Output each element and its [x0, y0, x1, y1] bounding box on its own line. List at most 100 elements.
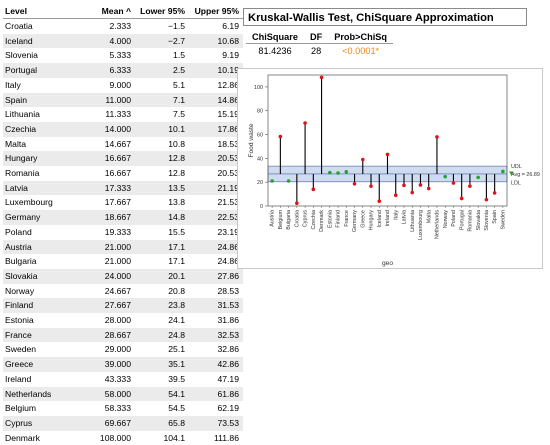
mean-point [418, 183, 423, 187]
table-row[interactable]: Denmark 108.000 104.1 111.86 [3, 431, 243, 445]
x-tick-label: Cyprus [303, 210, 309, 227]
mean-point [435, 135, 439, 139]
cell-level: Norway [5, 285, 35, 296]
cell-upper: 61.86 [217, 388, 239, 399]
table-row[interactable]: Portugal 6.333 2.5 10.19 [3, 63, 243, 78]
cell-lower: 17.1 [168, 241, 185, 252]
cell-lower: 7.1 [173, 94, 185, 105]
mean-point [369, 184, 373, 188]
cell-level: Belgium [5, 403, 37, 414]
table-row[interactable]: Hungary 16.667 12.8 20.53 [3, 151, 243, 167]
x-tick-label: Ireland [385, 210, 391, 226]
y-tick-label: 0 [260, 204, 263, 210]
table-row[interactable]: Iceland 4.000 −2.7 10.68 [3, 33, 243, 49]
col-mean[interactable]: Mean ^ [87, 3, 135, 19]
cell-level: Iceland [5, 35, 33, 46]
y-tick-label: 100 [254, 85, 263, 91]
table-row[interactable]: Sweden 29.000 25.1 32.86 [3, 342, 243, 357]
cell-upper: 24.86 [217, 241, 239, 252]
table-row[interactable]: Belgium 58.333 54.5 62.19 [3, 401, 243, 416]
col-upper[interactable]: Upper 95% [189, 3, 243, 19]
cell-mean: 11.000 [105, 94, 131, 105]
cell-level: Malta [5, 138, 27, 149]
table-row[interactable]: Greece 39.000 35.1 42.86 [3, 357, 243, 372]
table-row[interactable]: Malta 14.667 10.8 18.53 [3, 137, 243, 152]
cell-upper: 18.53 [217, 138, 239, 149]
table-row[interactable]: Lithuania 11.333 7.5 15.19 [3, 107, 243, 122]
cell-upper: 21.53 [217, 197, 239, 208]
mean-point [360, 157, 365, 162]
cell-level: Luxembourg [5, 197, 53, 208]
avg-marker [509, 171, 514, 175]
cell-lower: 15.5 [168, 226, 185, 237]
cell-lower: 24.1 [168, 315, 185, 326]
cell-upper: 17.86 [217, 123, 239, 134]
mean-point [492, 191, 497, 195]
cell-level: Portugal [5, 65, 38, 76]
table-row[interactable]: Bulgaria 21.000 17.1 24.86 [3, 254, 243, 269]
x-tick-label: Estonia [327, 210, 333, 228]
table-row[interactable]: Romania 16.667 12.8 20.53 [3, 166, 243, 181]
table-row[interactable]: Finland 27.667 23.8 31.53 [3, 298, 243, 314]
table-row[interactable]: Cyprus 69.667 65.8 73.53 [3, 415, 243, 431]
col-lower[interactable]: Lower 95% [135, 3, 189, 19]
kw-title[interactable]: Kruskal-Wallis Test, ChiSquare Approxima… [243, 8, 527, 26]
table-row[interactable]: Luxembourg 17.667 13.8 21.53 [3, 195, 243, 210]
mean-point [385, 152, 390, 157]
cell-upper: 20.53 [217, 153, 239, 164]
table-row[interactable]: France 28.667 24.8 32.53 [3, 327, 243, 343]
table-row[interactable]: Germany 18.667 14.8 22.53 [3, 210, 243, 225]
cell-level: Denmark [5, 432, 40, 443]
table-row[interactable]: Croatia 2.333 −1.5 6.19 [3, 19, 243, 34]
table-row[interactable]: Latvia 17.333 13.5 21.19 [3, 180, 243, 196]
cell-mean: 11.333 [105, 109, 131, 120]
cell-lower: 10.8 [168, 138, 185, 149]
cell-mean: 69.667 [104, 417, 131, 428]
table-row[interactable]: Netherlands 58.000 54.1 61.86 [3, 386, 243, 402]
cell-mean: 17.667 [104, 197, 131, 208]
cell-upper: 31.86 [217, 315, 239, 326]
x-tick-label: Norway [443, 210, 449, 229]
cell-lower: 13.8 [168, 197, 185, 208]
cell-level: Finland [5, 300, 34, 311]
cell-lower: 20.8 [168, 285, 185, 296]
x-tick-label: Iceland [377, 210, 383, 227]
cell-level: Spain [5, 94, 27, 105]
cell-upper: 62.19 [217, 403, 239, 414]
anom-chart[interactable]: 0 20 40 60 80 100 Food waste Austria Belgium Bulg… [238, 69, 544, 270]
mean-point [352, 181, 357, 186]
mean-point [336, 171, 340, 175]
x-tick-label: Slovenia [484, 210, 490, 231]
cell-mean: 21.000 [104, 256, 131, 267]
table-row[interactable]: Ireland 43.333 39.5 47.19 [3, 372, 243, 387]
cell-lower: 25.1 [168, 344, 185, 355]
table-row[interactable]: Spain 11.000 7.1 14.86 [3, 92, 243, 108]
table-row[interactable]: Slovenia 5.333 1.5 9.19 [3, 48, 243, 63]
x-tick-label: Latvia [402, 210, 408, 224]
mean-point [328, 170, 332, 175]
mean-point [319, 75, 324, 80]
x-tick-label: Spain [492, 210, 498, 224]
col-level[interactable]: Level [3, 3, 87, 19]
mean-point [443, 174, 447, 179]
table-row[interactable]: Austria 21.000 17.1 24.86 [3, 239, 243, 255]
cell-lower: 24.8 [168, 329, 185, 340]
ldl-label: LDL [511, 180, 521, 186]
mean-point [270, 179, 274, 183]
mean-point [303, 121, 307, 125]
anom-chart-panel[interactable]: 0 20 40 60 80 100 Food waste Austria Belgium Bulg… [237, 68, 543, 269]
table-row[interactable]: Italy 9.000 5.1 12.86 [3, 78, 243, 93]
table-row[interactable]: Poland 19.333 15.5 23.19 [3, 225, 243, 240]
cell-level: Slovakia [5, 270, 38, 281]
x-tick-label: Czechia [311, 210, 317, 229]
x-tick-label: Portugal [459, 210, 465, 230]
table-row[interactable]: Slovakia 24.000 20.1 27.86 [3, 268, 243, 284]
table-row[interactable]: Norway 24.667 20.8 28.53 [3, 284, 243, 299]
table-row[interactable]: Estonia 28.000 24.1 31.86 [3, 313, 243, 328]
cell-mean: 43.333 [104, 373, 131, 384]
x-tick-label: Slovakia [476, 210, 482, 230]
mean-point [393, 193, 398, 198]
table-row[interactable]: Czechia 14.000 10.1 17.86 [3, 121, 243, 137]
avg-label: Avg = 26.89 [511, 172, 540, 178]
cell-level: Lithuania [5, 109, 40, 120]
